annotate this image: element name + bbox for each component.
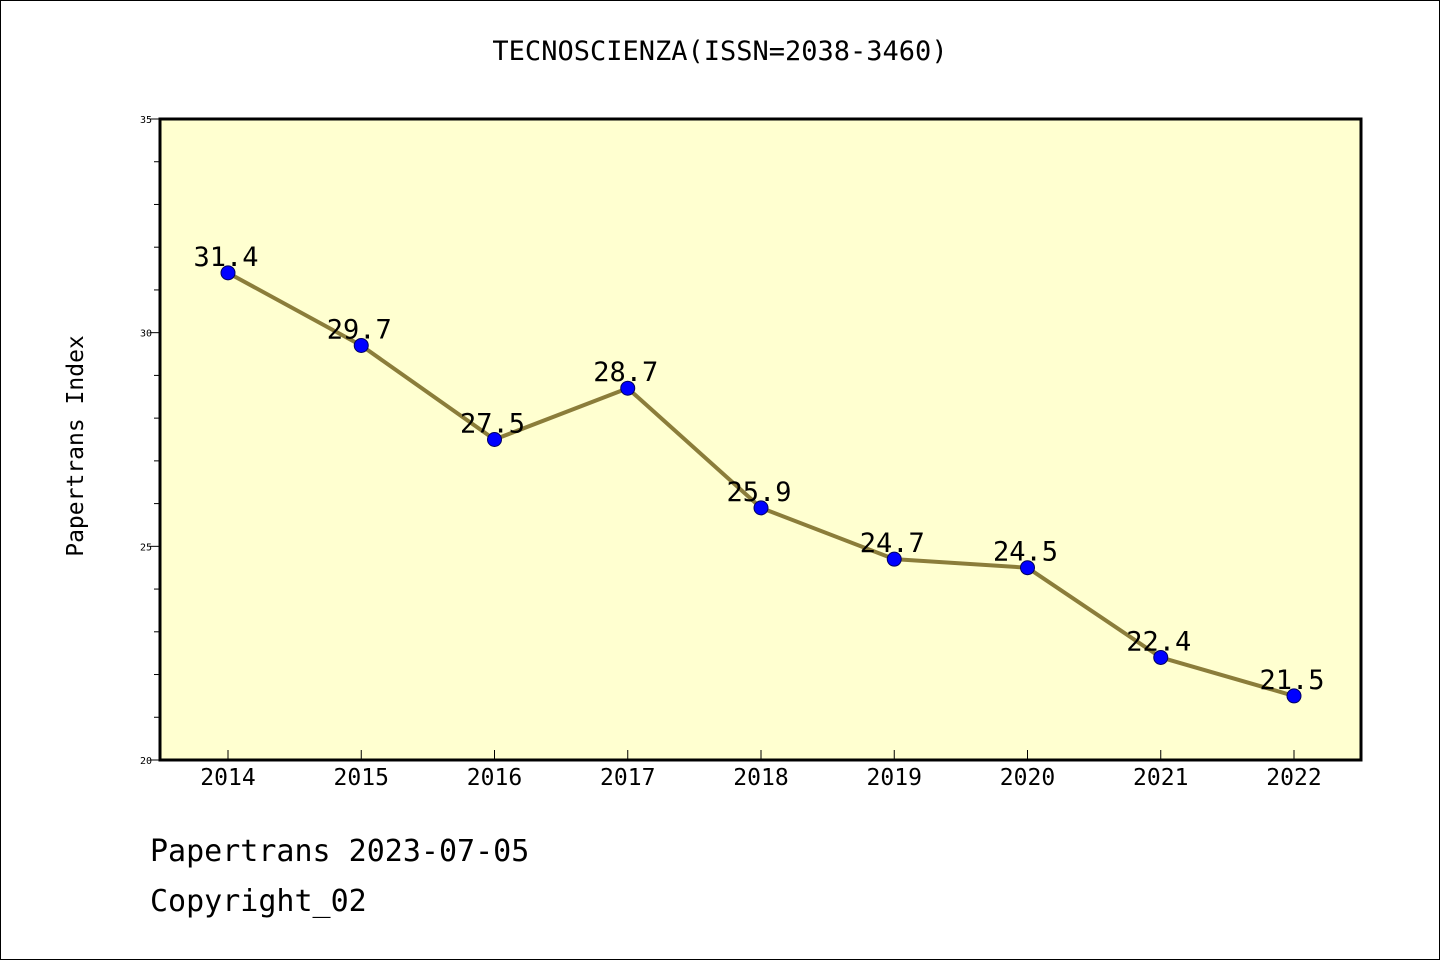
data-labels: 31.4 29.7 27.5 28.7 25.9 24.7 24.5 22.4 21.5 [193,242,1324,696]
x-tick-label: 2016 [467,765,522,791]
y-tick-label: 25 [140,542,152,553]
footer-date: Papertrans 2023-07-05 [150,834,530,869]
data-label: 21.5 [1259,665,1324,696]
y-tick-label: 20 [140,756,152,767]
data-label: 31.4 [193,242,258,273]
footer-copyright: Copyright_02 [150,884,367,919]
data-label: 24.5 [993,537,1058,568]
data-point [620,380,636,396]
y-tick-label: 35 [140,115,152,126]
data-label: 28.7 [593,357,658,388]
plot-border [158,117,1363,762]
data-point [220,265,236,281]
data-point [353,337,369,353]
data-markers [220,265,1302,704]
data-point [1286,688,1302,704]
y-axis-label: Papertrans Index [63,335,89,557]
data-label: 22.4 [1126,626,1191,657]
chart-title: TECNOSCIENZA(ISSN=2038-3460) [492,36,948,67]
data-label: 24.7 [860,528,925,559]
y-axis: 20 25 30 35 [140,115,160,767]
x-tick-label: 2014 [200,765,255,791]
y-tick-label: 30 [140,329,152,340]
data-point [886,551,902,567]
x-axis: 2014 2015 2016 2017 2018 2019 2020 2021 2022 [200,750,1322,791]
x-tick-label: 2020 [1000,765,1055,791]
x-tick-label: 2021 [1133,765,1188,791]
data-point [753,500,769,516]
x-tick-label: 2022 [1266,765,1321,791]
data-label: 27.5 [460,409,525,440]
x-tick-label: 2017 [600,765,655,791]
data-point [487,432,502,447]
data-label: 25.9 [726,477,791,508]
x-tick-label: 2019 [867,765,922,791]
data-point [1153,649,1169,665]
data-point [1020,560,1035,576]
data-label: 29.7 [327,314,392,345]
x-tick-label: 2018 [733,765,788,791]
x-tick-label: 2015 [334,765,389,791]
